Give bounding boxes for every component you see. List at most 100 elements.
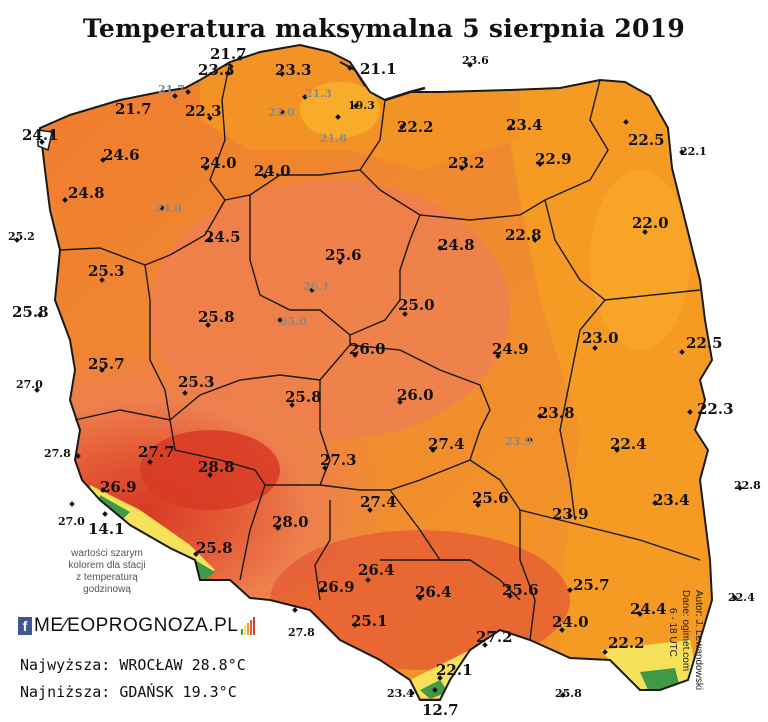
- station-marker: [567, 513, 573, 519]
- station-marker: [732, 595, 738, 601]
- station-marker: [687, 409, 693, 415]
- brand-logo[interactable]: f ME∕EOPROGNOZA.PL: [18, 615, 256, 637]
- station-temperature: 26.9: [100, 478, 137, 496]
- station-temperature: 25.1: [351, 612, 388, 630]
- coast-yellow-zone: [300, 82, 380, 138]
- station-marker: [102, 511, 108, 517]
- station-temperature: 24.0: [155, 202, 182, 215]
- szczecin-lagoon: [37, 129, 53, 152]
- station-marker: [322, 465, 328, 471]
- station-temperature: 22.5: [628, 131, 665, 149]
- credits-data: Dane: ogimet.com: [680, 590, 691, 672]
- station-temperature: 22.2: [608, 634, 645, 652]
- station-marker: [159, 205, 165, 211]
- facebook-icon[interactable]: f: [18, 617, 32, 635]
- sudety-green: [98, 495, 130, 522]
- station-marker: [592, 345, 598, 351]
- station-temperature: 24.1: [22, 126, 59, 144]
- station-temperature: 25.7: [573, 576, 610, 594]
- station-marker: [637, 611, 643, 617]
- station-temperature: 21.7: [210, 45, 247, 63]
- station-temperature: 26.0: [397, 386, 434, 404]
- station-temperature: 27.0: [16, 378, 43, 391]
- station-marker: [292, 607, 298, 613]
- station-marker: [567, 587, 573, 593]
- station-marker: [335, 114, 341, 120]
- station-temperature: 25.8: [198, 308, 235, 326]
- station-marker: [69, 501, 75, 507]
- voivodeship-borders: [59, 61, 701, 641]
- station-temperature: 27.7: [138, 443, 175, 461]
- station-temperature: 23.6: [462, 54, 489, 67]
- station-temperature: 25.8: [196, 539, 233, 557]
- station-temperature: 23.3: [198, 61, 235, 79]
- station-marker: [437, 245, 443, 251]
- station-temperature: 28.8: [198, 458, 235, 476]
- stations-layer: 23.321.721.1 23.621.723.321.319.321.7 22.3…: [8, 45, 761, 719]
- legend-note-line: kolorem dla stacji: [68, 560, 146, 571]
- station-temperature: 25.6: [472, 489, 509, 507]
- station-marker: [437, 675, 443, 681]
- station-marker: [432, 687, 438, 693]
- station-temperature: 22.0: [268, 106, 295, 119]
- station-temperature: 14.1: [88, 520, 125, 538]
- station-temperature: 22.5: [686, 334, 723, 352]
- station-marker: [347, 65, 353, 71]
- station-temperature: 23.4: [506, 116, 543, 134]
- max-temperature-text: Najwyższa: WROCŁAW 28.8°C: [20, 656, 246, 674]
- station-marker: [99, 277, 105, 283]
- station-marker: [185, 89, 191, 95]
- station-temperature: 23.0: [582, 329, 619, 347]
- station-temperature: 27.2: [476, 628, 513, 646]
- credits: Autor: J. Lewandowski Dane: ogimet.com 6…: [667, 590, 712, 700]
- station-temperature: 23.8: [538, 404, 575, 422]
- station-temperature: 25.6: [502, 581, 539, 599]
- station-marker: [737, 485, 743, 491]
- station-temperature: 12.7: [422, 701, 459, 719]
- station-temperature: 25.7: [88, 355, 125, 373]
- station-marker: [275, 525, 281, 531]
- station-temperature: 23.2: [448, 154, 485, 172]
- station-temperature: 27.4: [428, 435, 465, 453]
- hel-peninsula: [339, 61, 366, 87]
- station-marker: [207, 472, 213, 478]
- station-marker: [559, 627, 565, 633]
- station-temperature: 22.8: [505, 226, 542, 244]
- station-marker: [352, 622, 358, 628]
- station-marker: [279, 109, 285, 115]
- station-marker: [279, 71, 285, 77]
- station-marker: [402, 311, 408, 317]
- station-temperature: 22.2: [397, 118, 434, 136]
- station-temperature: 23.4: [387, 687, 414, 700]
- map-title: Temperatura maksymalna 5 sierpnia 2019: [82, 14, 686, 43]
- credits-author: Autor: J. Lewandowski: [693, 590, 704, 691]
- station-temperature: 19.3: [348, 99, 375, 112]
- station-marker: [319, 587, 325, 593]
- station-temperature: 21.8: [320, 132, 347, 145]
- station-temperature: 22.1: [436, 661, 473, 679]
- station-temperature: 21.7: [115, 100, 152, 118]
- station-temperature: 27.8: [288, 626, 315, 639]
- station-marker: [459, 165, 465, 171]
- station-temperature: 24.8: [438, 236, 475, 254]
- station-marker: [262, 173, 268, 179]
- station-marker: [397, 399, 403, 405]
- legend-note: wartości szarym kolorem dla stacji z tem…: [52, 548, 162, 596]
- station-marker: [289, 402, 295, 408]
- station-temperature: 22.1: [680, 145, 707, 158]
- station-marker: [100, 487, 106, 493]
- station-marker: [614, 447, 620, 453]
- station-temperature: 22.4: [610, 435, 647, 453]
- station-marker: [482, 642, 488, 648]
- station-temperature: 24.8: [68, 184, 105, 202]
- station-temperature: 22.3: [185, 102, 222, 120]
- station-marker: [679, 349, 685, 355]
- station-marker: [203, 165, 209, 171]
- station-marker: [99, 367, 105, 373]
- station-temperature: 26.0: [349, 340, 386, 358]
- station-temperature: 23.4: [653, 491, 690, 509]
- station-marker: [417, 595, 423, 601]
- station-temperature: 22.8: [734, 479, 761, 492]
- station-marker: [352, 352, 358, 358]
- station-temperature: 26.4: [358, 561, 395, 579]
